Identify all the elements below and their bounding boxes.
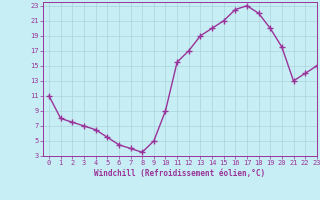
X-axis label: Windchill (Refroidissement éolien,°C): Windchill (Refroidissement éolien,°C) — [94, 169, 266, 178]
